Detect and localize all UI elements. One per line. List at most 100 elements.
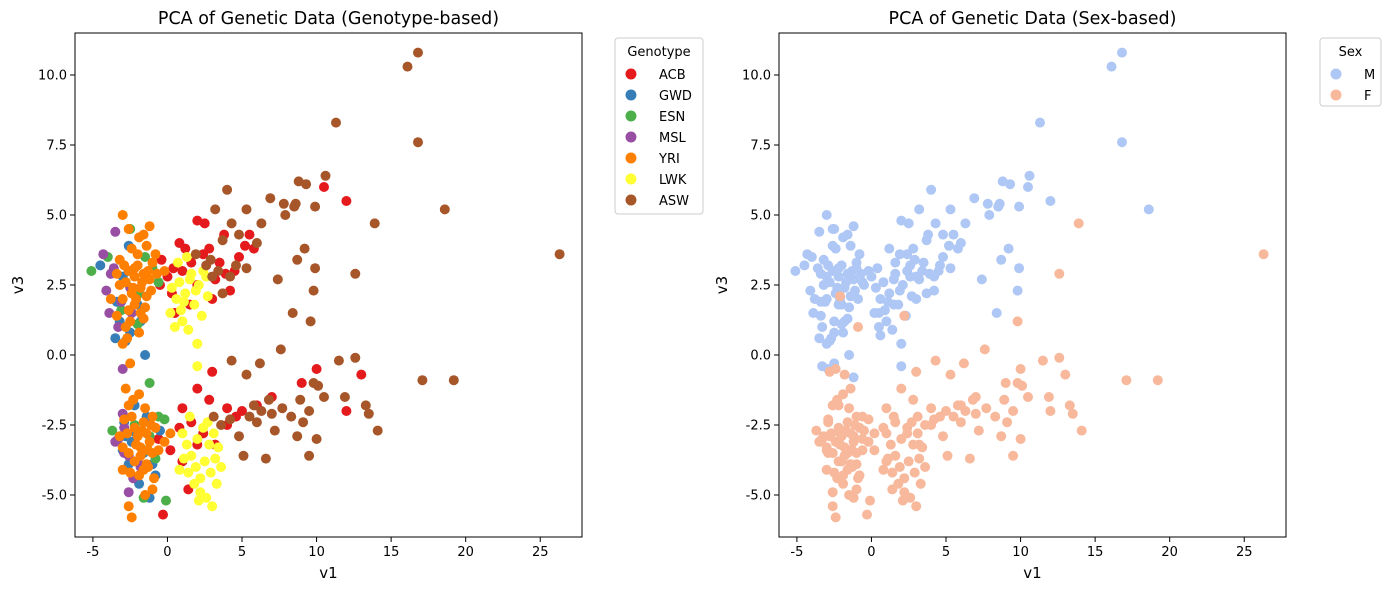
data-point — [873, 322, 884, 332]
data-point — [129, 271, 140, 282]
data-point — [192, 383, 203, 394]
data-point — [1037, 355, 1048, 366]
data-point — [878, 422, 889, 433]
data-point — [917, 266, 928, 276]
data-point — [970, 408, 981, 419]
data-point — [260, 453, 271, 464]
legend-marker-ASW — [625, 194, 637, 206]
data-point — [113, 322, 124, 332]
data-point — [278, 198, 289, 209]
data-point — [845, 383, 856, 394]
data-point — [1035, 117, 1045, 128]
data-point — [183, 324, 194, 335]
data-point — [169, 322, 180, 332]
data-point — [110, 333, 121, 344]
data-point — [921, 288, 932, 299]
data-point — [311, 364, 322, 374]
data-point — [960, 406, 971, 416]
data-point — [248, 400, 259, 411]
data-point — [890, 417, 901, 428]
legend-box — [614, 37, 704, 215]
data-point — [827, 487, 838, 498]
data-point — [850, 285, 860, 296]
data-point — [339, 392, 350, 402]
legend-label: ASW — [659, 194, 689, 209]
data-point — [894, 249, 905, 260]
x-tick-label: 25 — [532, 545, 549, 560]
data-point — [999, 394, 1010, 405]
x-tick-label: 25 — [1236, 545, 1253, 560]
data-point — [129, 263, 140, 274]
data-point — [304, 406, 315, 416]
data-point — [844, 302, 855, 313]
data-point — [140, 350, 151, 360]
data-point — [174, 277, 185, 288]
data-point — [821, 271, 832, 282]
data-point — [1017, 380, 1028, 391]
series-M — [790, 47, 1154, 383]
data-point — [1043, 392, 1054, 402]
data-point — [857, 411, 868, 422]
data-point — [814, 436, 825, 447]
data-point — [292, 254, 303, 265]
data-point — [850, 420, 860, 430]
data-point — [177, 403, 188, 414]
data-point — [842, 229, 853, 240]
data-point — [824, 431, 835, 442]
data-point — [165, 428, 176, 439]
data-point — [896, 215, 907, 226]
data-point — [865, 495, 875, 506]
data-point — [1002, 417, 1013, 428]
data-point — [184, 411, 195, 422]
data-point — [859, 425, 869, 436]
data-point — [311, 434, 322, 444]
y-tick-label: 7.5 — [46, 139, 67, 154]
data-point — [310, 263, 321, 274]
data-point — [848, 372, 859, 383]
data-point — [929, 285, 940, 296]
legend-label: LWK — [659, 173, 687, 188]
legend-label: M — [1364, 68, 1375, 83]
data-point — [848, 492, 859, 503]
data-point — [838, 327, 849, 338]
data-point — [208, 411, 219, 422]
data-point — [251, 238, 262, 248]
data-point — [225, 271, 236, 282]
data-point — [104, 308, 115, 318]
data-point — [147, 411, 158, 422]
data-point — [181, 439, 192, 450]
legend-title: Genotype — [627, 45, 690, 60]
data-point — [912, 411, 923, 422]
y-tick-label: 2.5 — [46, 279, 67, 294]
x-tick-label: 20 — [457, 545, 474, 560]
data-point — [210, 453, 221, 464]
data-point — [240, 240, 250, 251]
legend-marker-YRI — [625, 152, 637, 164]
data-point — [911, 294, 922, 304]
data-point — [350, 268, 361, 279]
data-point — [319, 392, 329, 402]
data-point — [888, 299, 899, 310]
data-point — [98, 249, 109, 260]
data-point — [177, 428, 188, 439]
data-point — [799, 260, 810, 271]
data-point — [320, 170, 331, 181]
data-point — [123, 487, 134, 498]
x-axis-label: v1 — [1023, 564, 1041, 582]
data-point — [402, 61, 413, 72]
data-point — [808, 308, 819, 318]
data-point — [175, 305, 186, 316]
legend-box — [1319, 37, 1382, 107]
data-point — [1014, 263, 1025, 274]
data-point — [835, 428, 846, 439]
y-tick-label: 5.0 — [46, 209, 67, 224]
data-point — [1003, 243, 1014, 254]
data-point — [120, 277, 131, 288]
legend: Genotype ACB GWD ESN MSL YRI LWK ASW — [614, 37, 704, 215]
data-point — [887, 324, 898, 335]
data-point — [914, 453, 925, 464]
data-point — [1117, 137, 1127, 148]
legend-marker-ESN — [625, 110, 637, 122]
data-point — [417, 375, 428, 386]
